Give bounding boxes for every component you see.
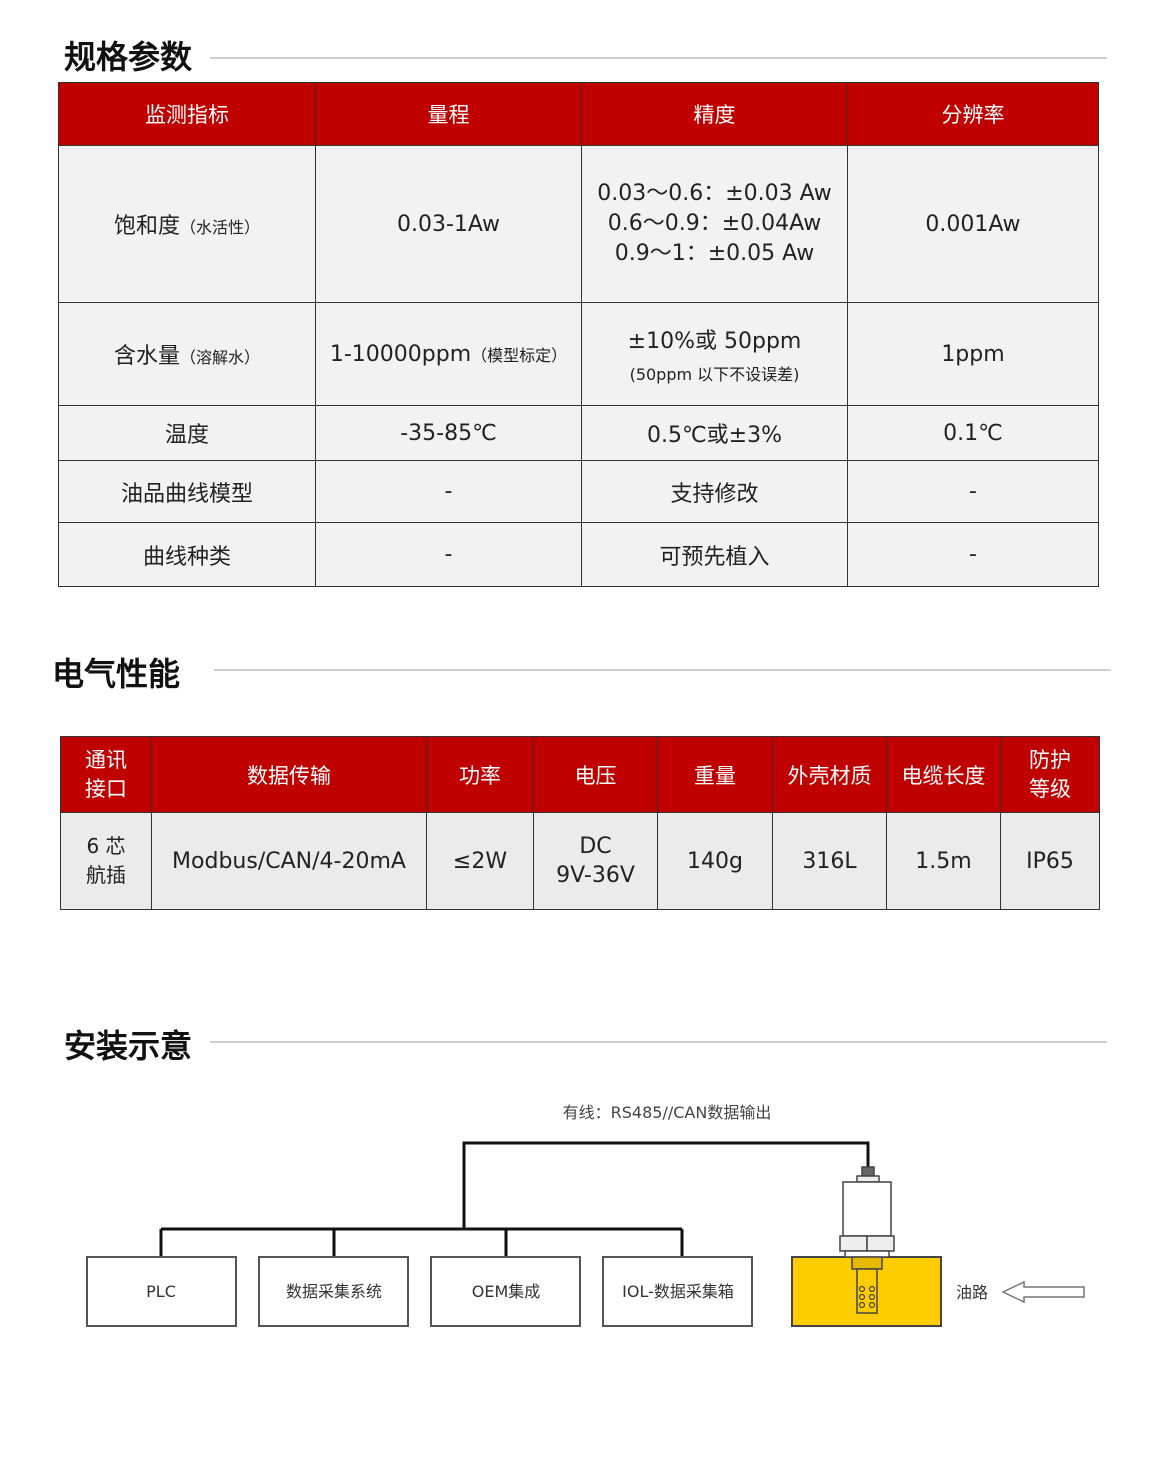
- header-cell: 数据传输: [151, 736, 427, 813]
- header-cell: 电缆长度: [886, 736, 1001, 813]
- value-cell: 1.5m: [886, 812, 1001, 910]
- accuracy-cell: ±10%或 50ppm (50ppm 以下不设误差): [581, 302, 848, 406]
- range-cell: -: [315, 460, 582, 523]
- range-cell: -: [315, 522, 582, 587]
- divider: [210, 1041, 1107, 1043]
- value-cell: Modbus/CAN/4-20mA: [151, 812, 427, 910]
- header-cell: 通讯 接口: [60, 736, 152, 813]
- header-cell: 精度: [581, 82, 848, 146]
- box-label: OEM集成: [472, 1282, 541, 1301]
- value-cell: 316L: [772, 812, 887, 910]
- divider: [214, 669, 1111, 671]
- accuracy-cell: 可预先植入: [581, 522, 848, 587]
- header-cell: 电压: [533, 736, 658, 813]
- accuracy-cell: 支持修改: [581, 460, 848, 523]
- sensor-icon: [839, 1166, 895, 1314]
- electrical-table: 通讯 接口 数据传输 功率 电压 重量 外壳材质 电缆长度 防护 等级 6 芯 …: [60, 736, 1100, 910]
- box-oem: [430, 1256, 581, 1327]
- header-cell: 防护 等级: [1000, 736, 1100, 813]
- wiring: [159, 1141, 870, 1257]
- box-iol: [602, 1256, 753, 1327]
- accuracy-line: ±10%或 50ppm: [627, 329, 802, 354]
- metric-cell: 温度: [58, 405, 316, 461]
- electrical-header-row: 通讯 接口 数据传输 功率 电压 重量 外壳材质 电缆长度 防护 等级: [60, 736, 1100, 813]
- range-cell: -35-85℃: [315, 405, 582, 461]
- accuracy-line: 0.03～0.6：±0.03 Aw: [597, 181, 832, 206]
- metric-cell: 饱和度（水活性）: [58, 145, 316, 303]
- table-row: 曲线种类 - 可预先植入 -: [58, 522, 1099, 587]
- section-title-electrical: 电气性能: [52, 655, 181, 693]
- spec-table: 监测指标 量程 精度 分辨率 饱和度（水活性） 0.03-1Aw 0.03～0.…: [58, 82, 1099, 587]
- flow-arrow-icon: [1001, 1280, 1085, 1304]
- metric-note: （溶解水）: [180, 348, 261, 367]
- divider: [210, 57, 1107, 59]
- value-cell: DC 9V-36V: [533, 812, 658, 910]
- resolution-cell: -: [847, 522, 1099, 587]
- spec-header-row: 监测指标 量程 精度 分辨率: [58, 82, 1099, 146]
- table-row: 饱和度（水活性） 0.03-1Aw 0.03～0.6：±0.03 Aw 0.6～0…: [58, 145, 1099, 303]
- resolution-cell: 1ppm: [847, 302, 1099, 406]
- box-label: IOL-数据采集箱: [622, 1282, 734, 1301]
- accuracy-line: 0.6～0.9：±0.04Aw: [607, 211, 822, 236]
- metric-name: 含水量: [113, 344, 180, 369]
- table-row: 温度 -35-85℃ 0.5℃或±3% 0.1℃: [58, 405, 1099, 461]
- metric-cell: 含水量（溶解水）: [58, 302, 316, 406]
- box-plc: [86, 1256, 237, 1327]
- box-label: PLC: [146, 1282, 176, 1301]
- range-note: （模型标定）: [471, 345, 568, 365]
- range-cell: 1-10000ppm（模型标定）: [315, 302, 582, 406]
- metric-cell: 油品曲线模型: [58, 460, 316, 523]
- header-cell: 监测指标: [58, 82, 316, 146]
- accuracy-cell: 0.5℃或±3%: [581, 405, 848, 461]
- metric-cell: 曲线种类: [58, 522, 316, 587]
- value-cell: 6 芯 航插: [60, 812, 152, 910]
- flow-label: 油路: [956, 1283, 988, 1302]
- accuracy-cell: 0.03～0.6：±0.03 Aw 0.6～0.9：±0.04Aw 0.9～1：±0…: [581, 145, 848, 303]
- box-data-acquisition: [258, 1256, 409, 1327]
- header-cell: 外壳材质: [772, 736, 887, 813]
- metric-name: 饱和度: [113, 214, 180, 239]
- range-value: 1-10000ppm: [329, 341, 472, 367]
- accuracy-line: 0.9～1：±0.05 Aw: [614, 241, 815, 266]
- value-cell: ≤2W: [426, 812, 534, 910]
- wire-label: 有线：RS485//CAN数据输出: [563, 1103, 772, 1122]
- value-cell: IP65: [1000, 812, 1100, 910]
- table-row: 含水量（溶解水） 1-10000ppm（模型标定） ±10%或 50ppm (50…: [58, 302, 1099, 406]
- resolution-cell: 0.1℃: [847, 405, 1099, 461]
- table-row: 6 芯 航插 Modbus/CAN/4-20mA ≤2W DC 9V-36V 1…: [60, 812, 1100, 910]
- header-cell: 分辨率: [847, 82, 1099, 146]
- section-title-install: 安装示意: [64, 1027, 193, 1065]
- section-title-spec: 规格参数: [64, 38, 193, 76]
- metric-note: （水活性）: [180, 218, 261, 237]
- box-label: 数据采集系统: [286, 1282, 382, 1301]
- table-row: 油品曲线模型 - 支持修改 -: [58, 460, 1099, 523]
- accuracy-note: (50ppm 以下不设误差): [629, 365, 800, 384]
- resolution-cell: 0.001Aw: [847, 145, 1099, 303]
- value-cell: 140g: [657, 812, 773, 910]
- header-cell: 功率: [426, 736, 534, 813]
